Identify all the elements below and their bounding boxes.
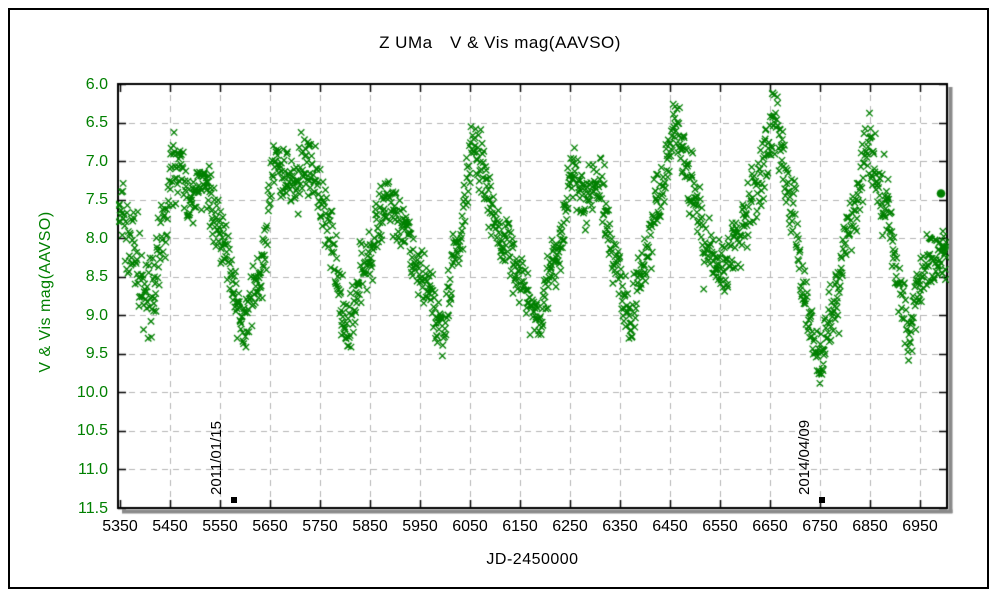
x-tick-label: 5450 bbox=[152, 518, 188, 535]
y-tick-label: 6.5 bbox=[85, 114, 108, 132]
annotation-label: 2011/01/15 bbox=[208, 421, 225, 495]
x-tick-label: 6550 bbox=[702, 518, 738, 535]
x-tick-label: 5350 bbox=[102, 518, 138, 535]
annotation-marker bbox=[230, 497, 237, 503]
x-axis-title: JD-2450000 bbox=[486, 551, 579, 568]
y-tick-label: 6.0 bbox=[85, 75, 108, 93]
x-tick-label: 6650 bbox=[752, 518, 788, 535]
y-axis-title: V & Vis mag(AAVSO) bbox=[37, 211, 54, 373]
x-tick-label: 6350 bbox=[602, 518, 638, 535]
annotation-label: 2014/04/09 bbox=[796, 419, 813, 495]
y-tick-label: 8.0 bbox=[85, 229, 108, 247]
y-tick-label: 8.5 bbox=[85, 268, 108, 286]
y-tick-label: 10.0 bbox=[76, 383, 108, 401]
x-tick-label: 5850 bbox=[352, 518, 388, 535]
x-tick-label: 5650 bbox=[252, 518, 288, 535]
y-tick-label: 7.0 bbox=[85, 152, 108, 170]
annotation-marker bbox=[818, 497, 825, 503]
y-tick-label: 10.5 bbox=[76, 422, 108, 440]
x-tick-label: 5950 bbox=[402, 518, 438, 535]
y-tick-label: 7.5 bbox=[85, 191, 108, 209]
y-tick-label: 11.0 bbox=[78, 460, 108, 478]
x-tick-label: 6450 bbox=[652, 518, 688, 535]
y-tick-label: 9.0 bbox=[85, 306, 108, 324]
y-tick-label: 11.5 bbox=[78, 499, 108, 517]
y-tick-label: 9.5 bbox=[85, 345, 108, 363]
x-tick-label: 5750 bbox=[302, 518, 338, 535]
x-tick-label: 6150 bbox=[502, 518, 538, 535]
x-tick-label: 6950 bbox=[902, 518, 938, 535]
x-tick-label: 6050 bbox=[452, 518, 488, 535]
x-tick-label: 5550 bbox=[202, 518, 238, 535]
x-tick-label: 6750 bbox=[802, 518, 838, 535]
chart-title: Z UMa V & Vis mag(AAVSO) bbox=[379, 33, 621, 52]
x-tick-label: 6850 bbox=[852, 518, 888, 535]
x-tick-label: 6250 bbox=[552, 518, 588, 535]
